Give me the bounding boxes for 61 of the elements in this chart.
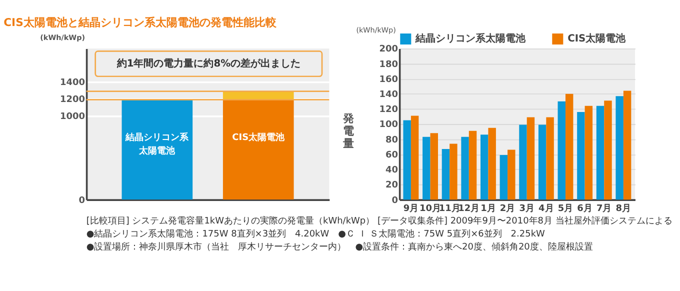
x-tick-label: 2月	[500, 202, 516, 214]
text: [比較項目] システム発電容量1kWあたりの実際の発電量（kWh/kWp） [データ収集条件] 2009年9月〜2010年8月 当社屋外評価システムによる	[86, 215, 672, 226]
x-tick-label: 7月	[596, 202, 612, 214]
y-axis-title: (kWh/kWp)	[40, 32, 85, 42]
legend-label: 結晶シリコン系太陽電池	[414, 32, 527, 45]
x-tick-label: 5月	[558, 202, 574, 214]
bar	[468, 130, 477, 200]
x-tick-label: 9月	[403, 202, 419, 214]
bar	[430, 133, 438, 200]
bar	[461, 136, 469, 200]
y-tick-label: 200	[379, 44, 398, 55]
chart-title: CIS太陽電池と結晶シリコン系太陽電池の発電性能比較	[4, 16, 278, 30]
text: ●設置場所：神奈川県厚木市（当社 厚木リサーチセンター内） ●設置条件：真南から東へ20度、傾斜角20度、陸屋根設置	[86, 242, 593, 253]
bar	[500, 155, 508, 200]
y-tick-label: 100	[379, 120, 398, 130]
bar	[519, 124, 527, 200]
bar	[508, 150, 516, 200]
x-tick-label: 8月	[616, 202, 632, 214]
bar	[584, 106, 593, 200]
x-tick-label: 10月	[420, 202, 442, 214]
bar	[526, 117, 535, 200]
y-tick-label: 140	[379, 90, 398, 100]
text: (kWh/kWp)	[356, 25, 396, 34]
bar	[480, 134, 488, 200]
y-tick-label: 1000	[60, 112, 85, 122]
bar	[403, 120, 411, 200]
bar	[616, 96, 624, 200]
y-tick-label: 1400	[60, 78, 85, 88]
x-tick-label: 3月	[519, 202, 534, 214]
bar	[565, 94, 574, 200]
y-tick-label: 1200	[60, 95, 85, 106]
bar	[410, 116, 419, 200]
bar	[488, 128, 496, 200]
annotation: 約1年間の電力量に約8%の差が出ました	[116, 57, 300, 70]
y-tick-label: 40	[386, 166, 398, 176]
y-tick-label: 60	[386, 150, 398, 160]
bar	[558, 101, 566, 200]
y-tick-label: 0	[78, 196, 85, 206]
bar	[546, 117, 554, 200]
bar	[577, 112, 585, 200]
text: ●結晶シリコン系太陽電池：175W 8直列×3並列 4.20kW ●Ｃ Ｉ Ｓ太陽電池：75W 5直列×6並列 2.25kW	[86, 228, 546, 240]
x-tick-label: 12月	[458, 202, 480, 214]
y-tick-label: 20	[386, 180, 398, 191]
y-axis-title: 発電量	[342, 112, 354, 150]
y-tick-label: 180	[379, 60, 398, 70]
x-tick-label: 6月	[577, 202, 592, 214]
x-tick-label: 1月	[480, 202, 496, 214]
x-tick-label: 4月	[538, 202, 554, 214]
legend-label: CIS太陽電池	[568, 32, 627, 45]
bar	[538, 124, 546, 200]
y-tick-label: 80	[386, 135, 398, 146]
bar	[422, 136, 430, 200]
bar	[623, 90, 632, 200]
bar	[450, 144, 458, 200]
y-tick-label: 120	[379, 105, 398, 116]
y-tick-label: 0	[392, 196, 398, 206]
bar	[604, 100, 612, 200]
bar	[442, 148, 450, 200]
y-tick-label: 160	[379, 74, 398, 85]
bar	[596, 106, 604, 200]
x-tick-label: 11月	[438, 202, 460, 214]
